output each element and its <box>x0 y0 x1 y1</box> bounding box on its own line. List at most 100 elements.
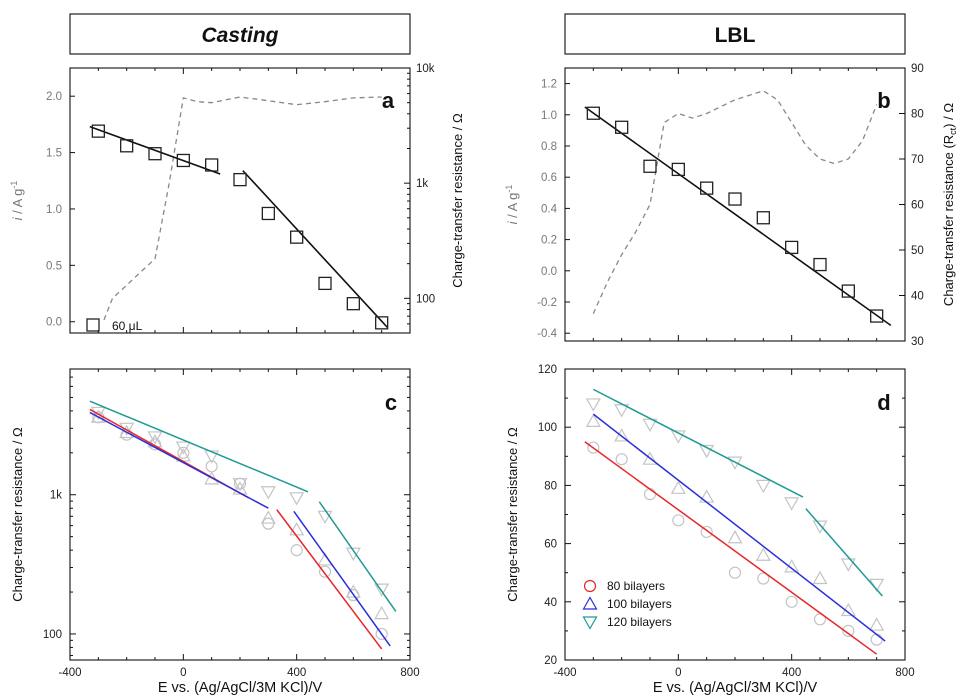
y-tick-label: 80 <box>544 480 557 492</box>
data-point <box>727 456 743 470</box>
data-point <box>232 481 248 495</box>
data-point <box>671 162 685 177</box>
header-lbl: LBL <box>564 13 906 55</box>
data-point <box>699 444 715 459</box>
y-tick-label: 1.2 <box>541 79 557 91</box>
legend-marker <box>583 579 597 593</box>
panel-c: -400 0 400 800 100 1k c E vs. (Ag/AgCl/3M KCl)/… <box>10 368 420 695</box>
data-point <box>728 192 742 206</box>
x-tick-label: 400 <box>287 667 306 679</box>
data-point <box>785 240 799 255</box>
panel-b: -0.4 -0.2 0.0 0.2 0.4 0.6 0.8 1.0 1.2 30 40 50 60 70 8… <box>504 63 958 348</box>
y-tick-label: 20 <box>544 655 557 667</box>
data-point <box>177 446 190 459</box>
data-point <box>204 471 220 485</box>
y-axis-label: i / A g-1 <box>504 185 520 225</box>
panel-label: c <box>385 390 397 415</box>
data-point <box>176 153 190 168</box>
resistance-curve <box>103 96 382 321</box>
x-tick-label: 800 <box>895 667 914 679</box>
y-tick-label: 1.0 <box>46 204 62 216</box>
data-point <box>148 147 162 161</box>
y-axis-label: Charge-transfer resistance / Ω <box>505 427 520 602</box>
data-point <box>120 139 134 153</box>
data-point <box>700 181 714 195</box>
fit-line <box>584 441 878 655</box>
data-point <box>586 106 600 120</box>
data-point <box>204 450 220 464</box>
fit-line <box>89 411 269 509</box>
y2-tick-label: 70 <box>911 154 924 166</box>
y-tick-label: 2.0 <box>46 91 62 103</box>
data-point <box>345 584 361 598</box>
legend-label: 60 μL <box>112 319 143 333</box>
fit-line <box>584 106 892 327</box>
y-tick-label: -0.4 <box>537 328 557 340</box>
data-point <box>840 558 856 572</box>
data-point <box>374 583 390 597</box>
legend: 80 bilayers 100 bilayers 120 bilayers <box>582 579 672 630</box>
data-point <box>585 398 601 412</box>
y2-tick-label: 30 <box>911 336 924 348</box>
data-point <box>670 480 686 494</box>
panel-a: 0.0 0.5 1.0 1.5 2.0 100 1k 10k 60 μL a i / A g-1 Ch… <box>9 63 465 334</box>
data-point <box>672 514 685 527</box>
data-point <box>615 453 628 466</box>
data-point <box>289 492 305 506</box>
x-tick-label: 0 <box>180 667 186 679</box>
fit-line <box>318 501 397 612</box>
y-tick-label: 100 <box>43 629 62 641</box>
header-lbl-label: LBL <box>715 24 756 47</box>
y-tick-label: 0.2 <box>541 235 557 247</box>
y-tick-label: 0.0 <box>541 266 557 278</box>
data-point <box>842 624 855 638</box>
y2-tick-label: 100 <box>416 293 435 305</box>
data-point <box>728 566 742 579</box>
data-point <box>755 479 771 494</box>
y-tick-label: 0.4 <box>541 203 558 215</box>
plot-frame <box>69 67 411 334</box>
y2-tick-label: 10k <box>416 63 435 75</box>
data-point <box>870 633 883 646</box>
data-point <box>175 441 191 455</box>
fit-line <box>89 125 221 175</box>
data-point <box>289 522 305 536</box>
x-axis-label: E vs. (Ag/AgCl/3M KCl)/V <box>158 680 323 695</box>
y-tick-label: 0.8 <box>541 141 557 153</box>
fit-line <box>592 388 804 498</box>
data-point <box>812 520 828 534</box>
y-tick-label: 1.0 <box>541 110 557 122</box>
data-point <box>585 413 601 427</box>
data-point <box>290 230 304 244</box>
y-tick-label: 0.0 <box>46 317 62 329</box>
y2-tick-label: 60 <box>911 200 924 212</box>
data-point <box>318 565 332 578</box>
header-casting: Casting <box>69 13 411 55</box>
data-point <box>643 488 657 501</box>
x-tick-label: 800 <box>400 667 419 679</box>
data-point <box>346 297 360 311</box>
legend-marker <box>582 596 598 610</box>
fit-line <box>242 170 388 328</box>
data-point <box>260 486 276 500</box>
y-tick-label: 120 <box>538 364 557 376</box>
data-point <box>260 510 276 524</box>
y2-tick-label: 90 <box>911 63 924 75</box>
x-tick-label: 0 <box>675 667 681 679</box>
data-point <box>614 428 630 442</box>
y-tick-label: 100 <box>538 422 557 434</box>
legend-marker <box>86 318 100 332</box>
fit-line <box>89 400 309 493</box>
data-point <box>700 525 713 539</box>
y-tick-label: 0.6 <box>541 172 557 184</box>
panel-label: a <box>382 88 395 113</box>
legend-label: 100 bilayers <box>607 597 672 611</box>
fit-line <box>276 509 383 650</box>
data-point <box>841 284 855 298</box>
y-tick-label: 40 <box>544 597 557 609</box>
data-point <box>756 211 770 225</box>
fit-line <box>293 510 391 647</box>
y2-tick-label: 1k <box>416 178 428 190</box>
y-tick-label: 1.5 <box>46 148 62 160</box>
